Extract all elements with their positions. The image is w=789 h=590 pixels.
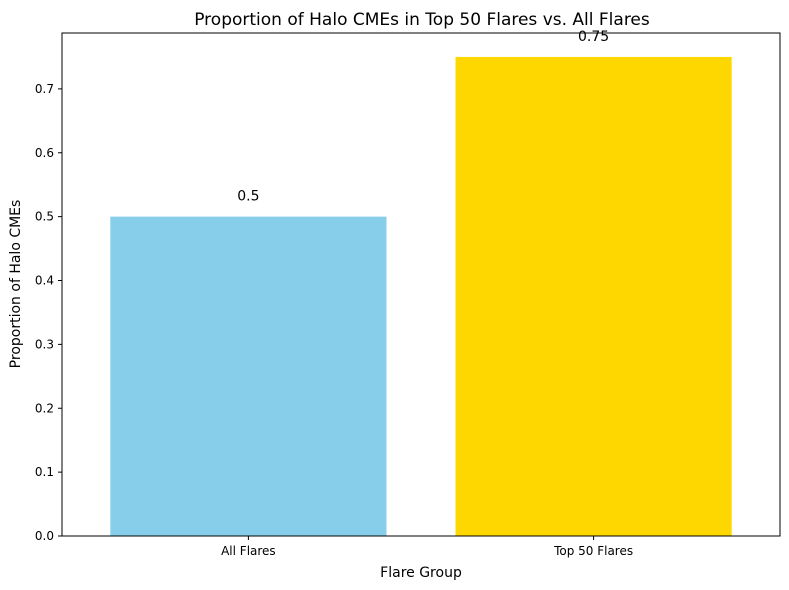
y-tick-label: 0.0	[35, 529, 54, 543]
data-label: 0.75	[578, 29, 609, 45]
y-tick-label: 0.1	[35, 465, 54, 479]
y-tick-label: 0.3	[35, 337, 54, 351]
plot-frame	[61, 32, 781, 537]
data-label: 0.5	[237, 189, 259, 205]
chart-title: Proportion of Halo CMEs in Top 50 Flares…	[194, 10, 650, 30]
y-tick-label: 0.5	[35, 210, 54, 224]
y-tick-label: 0.4	[35, 274, 54, 288]
x-tick-label: Top 50 Flares	[553, 544, 633, 558]
bars-group	[110, 56, 732, 536]
x-axis-title: Flare Group	[380, 565, 462, 581]
y-tick-label: 0.6	[35, 146, 54, 160]
y-tick-label: 0.7	[35, 82, 54, 96]
x-axis-ticks: All Flares Top 50 Flares	[221, 536, 633, 558]
bar-top-50-flares	[455, 56, 732, 536]
y-axis-title: Proportion of Halo CMEs	[8, 200, 24, 369]
y-tick-label: 0.2	[35, 401, 54, 415]
bar-all-flares	[110, 216, 387, 536]
y-axis-ticks: 0.0 0.1 0.2 0.3 0.4 0.5 0.6 0.7	[35, 82, 62, 543]
x-tick-label: All Flares	[221, 544, 276, 558]
